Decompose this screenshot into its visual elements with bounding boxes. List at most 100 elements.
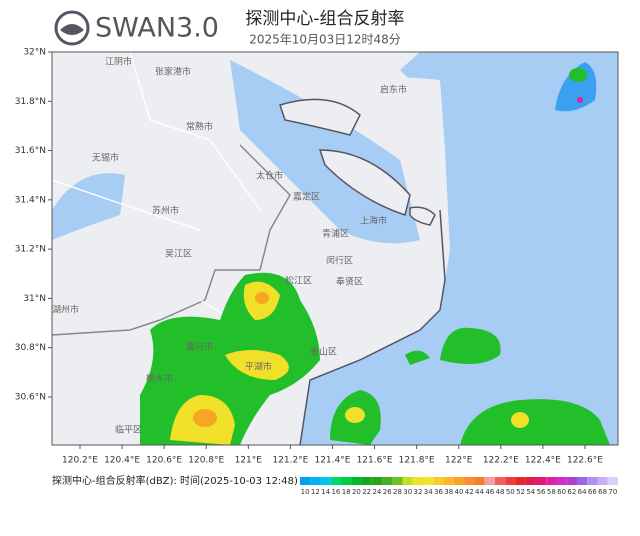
x-tick-label: 121.4°E xyxy=(314,456,350,466)
x-tick-label: 121.2°E xyxy=(272,456,308,466)
y-tick-label: 31.4°N xyxy=(15,195,46,205)
legend-swatch xyxy=(392,477,403,485)
place-label: 吴江区 xyxy=(165,249,192,260)
place-label: 嘉定区 xyxy=(293,191,320,203)
place-label: 启东市 xyxy=(380,84,407,96)
x-tick-label: 122°E xyxy=(445,456,473,466)
place-label: 江阴市 xyxy=(105,56,132,68)
legend-label: 38 xyxy=(444,488,453,496)
legend-swatch xyxy=(525,477,536,485)
legend-swatch xyxy=(423,477,434,485)
legend-swatch xyxy=(433,477,444,485)
legend-swatch xyxy=(505,477,516,485)
place-label: 临平区 xyxy=(115,424,142,436)
title: 探测中心-组合反射率 xyxy=(245,9,404,29)
legend-swatch xyxy=(597,477,608,485)
legend-label: 50 xyxy=(506,488,515,496)
logo-text: SWAN3.0 xyxy=(95,13,219,44)
legend-label: 36 xyxy=(434,488,443,496)
y-tick-label: 31.6°N xyxy=(15,146,46,156)
legend-swatch xyxy=(371,477,383,485)
legend-swatch xyxy=(330,477,342,485)
legend-swatch xyxy=(607,477,618,485)
legend-swatch xyxy=(546,477,557,485)
chongming xyxy=(318,149,411,216)
legend-swatch xyxy=(412,477,424,485)
place-label: 上海市 xyxy=(360,215,387,227)
sea xyxy=(300,52,618,445)
y-tick-label: 31.8°N xyxy=(15,97,46,107)
coastline xyxy=(299,209,446,445)
legend-swatch xyxy=(453,477,465,485)
place-label: 平湖市 xyxy=(245,361,272,373)
place-label: 青浦区 xyxy=(322,228,349,240)
island xyxy=(279,98,361,136)
legend-label: 28 xyxy=(393,488,402,496)
legend-label: 14 xyxy=(321,488,330,496)
legend-swatch xyxy=(320,477,331,485)
x-tick-label: 121°E xyxy=(235,456,263,466)
legend-label: 52 xyxy=(516,488,525,496)
legend-label: 66 xyxy=(588,488,597,496)
y-tick-label: 31°N xyxy=(23,294,46,304)
x-tick-label: 121.8°E xyxy=(399,456,435,466)
legend-swatch xyxy=(382,477,393,485)
legend-swatch xyxy=(474,477,485,485)
y-tick-label: 30.6°N xyxy=(15,392,46,402)
legend-swatch xyxy=(464,477,475,485)
legend-label: 20 xyxy=(352,488,361,496)
legend-swatch xyxy=(515,477,526,485)
legend-title: 探测中心-组合反射率(dBZ): 时间(2025-10-03 12:48) xyxy=(52,474,298,487)
legend-swatch xyxy=(310,477,321,485)
legend-swatch xyxy=(351,477,362,485)
legend-swatch xyxy=(300,477,311,485)
place-label: 金山区 xyxy=(310,346,337,358)
legend-label: 48 xyxy=(496,488,505,496)
legend-label: 58 xyxy=(547,488,556,496)
legend-swatch xyxy=(556,477,567,485)
legend-label: 56 xyxy=(537,488,546,496)
x-tick-label: 122.2°E xyxy=(483,456,519,466)
legend-label: 60 xyxy=(557,488,566,496)
y-tick-label: 30.8°N xyxy=(15,343,46,353)
place-label: 无锡市 xyxy=(92,152,119,164)
legend-label: 34 xyxy=(424,488,433,496)
legend-label: 64 xyxy=(578,488,587,496)
legend-swatch xyxy=(535,477,547,485)
legend-label: 68 xyxy=(598,488,607,496)
x-tick-label: 121.6°E xyxy=(357,456,393,466)
legend-label: 42 xyxy=(465,488,474,496)
place-label: 闵行区 xyxy=(326,255,353,267)
legend-label: 26 xyxy=(383,488,392,496)
y-tick-label: 32°N xyxy=(23,48,46,58)
place-label: 松江区 xyxy=(285,275,312,287)
legend-label: 10 xyxy=(301,488,310,496)
taihu xyxy=(52,173,125,240)
legend-swatch xyxy=(361,477,372,485)
y-tick-label: 31.2°N xyxy=(15,245,46,255)
legend-label: 30 xyxy=(403,488,412,496)
legend-label: 16 xyxy=(331,488,340,496)
legend-swatch xyxy=(494,477,506,485)
map-frame xyxy=(51,51,619,446)
place-label: 奉贤区 xyxy=(336,276,363,288)
legend-label: 12 xyxy=(311,488,320,496)
legend-label: 44 xyxy=(475,488,484,496)
legend-label: 62 xyxy=(567,488,576,496)
place-label: 湖州市 xyxy=(52,304,79,316)
x-tick-label: 122.4°E xyxy=(525,456,561,466)
legend-swatch xyxy=(402,477,413,485)
legend-label: 22 xyxy=(362,488,371,496)
x-tick-label: 120.2°E xyxy=(62,456,98,466)
legend-swatch xyxy=(443,477,454,485)
radar-echo xyxy=(140,62,610,445)
legend-swatch xyxy=(576,477,588,485)
legend-swatch xyxy=(484,477,495,485)
x-tick-label: 122.6°E xyxy=(567,456,603,466)
legend-swatch xyxy=(566,477,577,485)
map: 江阴市 张家港市 启东市 常熟市 无锡市 太仓市 苏州市 嘉定区 上海市 吴江区… xyxy=(52,52,618,445)
legend-swatch xyxy=(587,477,598,485)
legend-label: 54 xyxy=(526,488,535,496)
legend-label: 18 xyxy=(342,488,351,496)
